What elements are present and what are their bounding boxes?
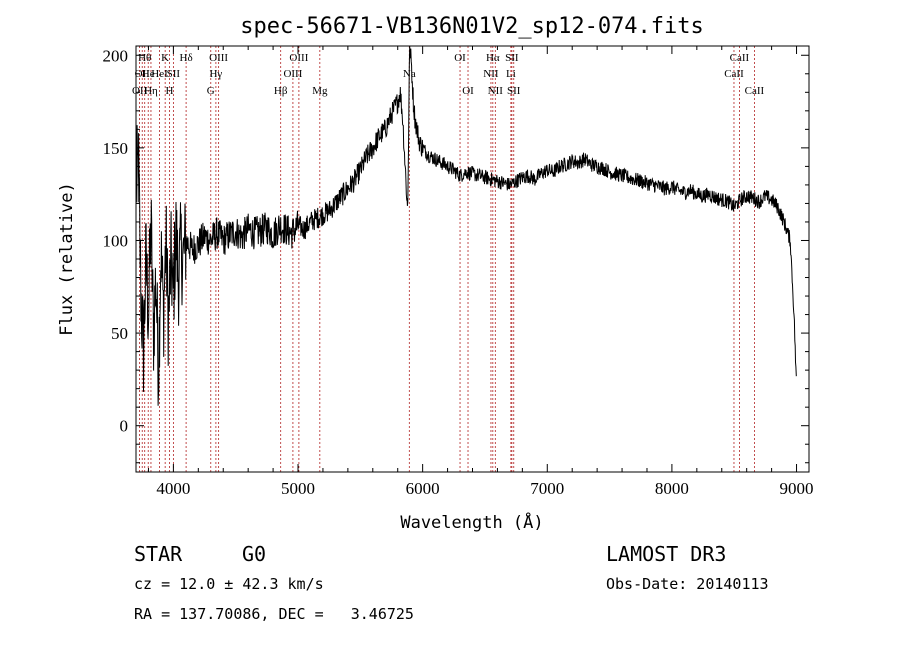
line-label: Li (506, 68, 516, 80)
line-label: OII (135, 68, 151, 80)
x-tick-label: 6000 (406, 479, 440, 498)
line-label: OIII (289, 52, 308, 64)
y-axis-ticks: 0 50 100 150 200 (103, 46, 809, 464)
y-tick-label: 200 (103, 46, 129, 65)
x-tick-label: 8000 (655, 479, 689, 498)
line-label: SII (167, 68, 181, 80)
y-tick-label: 50 (111, 324, 128, 343)
line-label: K (161, 52, 169, 64)
line-label: Hθ (138, 52, 151, 64)
line-markers (139, 46, 755, 472)
line-label: Hγ (209, 68, 222, 80)
y-tick-label: 150 (103, 139, 129, 158)
line-label: NII (483, 68, 499, 80)
obs-date: Obs-Date: 20140113 (606, 575, 769, 593)
x-axis-ticks: 4000 5000 6000 7000 8000 9000 (147, 46, 814, 498)
line-label: OI (462, 85, 474, 97)
object-subclass: G0 (242, 542, 266, 566)
chart-title: spec-56671-VB136N01V2_sp12-074.fits (240, 14, 704, 39)
line-label: Mg (312, 85, 328, 97)
line-label: Hβ (274, 85, 288, 97)
line-label: OIII (283, 68, 302, 80)
line-label: SII (505, 52, 519, 64)
line-label: OI (454, 52, 466, 64)
x-tick-label: 7000 (530, 479, 564, 498)
y-tick-label: 100 (103, 231, 129, 250)
line-label: Hα (486, 52, 500, 64)
line-label: CaII (724, 68, 744, 80)
line-label: He (142, 68, 155, 80)
y-tick-label: 0 (120, 417, 129, 436)
x-tick-label: 4000 (156, 479, 190, 498)
line-label: G (207, 85, 215, 97)
line-label: CaII (745, 85, 765, 97)
line-label: HeI (151, 68, 168, 80)
line-label: H (166, 85, 174, 97)
survey-name: LAMOST DR3 (606, 542, 726, 566)
line-labels: OIIOIIHθHeHηHeIKHSIIHδGHγOIIIHβOIIIOIIIM… (132, 52, 765, 97)
plot-frame (135, 45, 810, 473)
object-class: STAR (134, 542, 183, 566)
line-label: NII (488, 85, 504, 97)
x-tick-label: 5000 (281, 479, 315, 498)
redshift-cz: cz = 12.0 ± 42.3 km/s (134, 575, 324, 593)
x-axis-label: Wavelength (Å) (400, 511, 543, 533)
line-label: Hδ (180, 52, 193, 64)
line-label: OIII (209, 52, 228, 64)
y-axis-label: Flux (relative) (57, 182, 77, 336)
coordinates: RA = 137.70086, DEC = 3.46725 (134, 605, 414, 623)
line-label: SII (507, 85, 521, 97)
spectrum-line (135, 45, 797, 406)
line-label: Hη (144, 85, 158, 97)
line-label: CaII (730, 52, 750, 64)
x-tick-label: 9000 (780, 479, 814, 498)
